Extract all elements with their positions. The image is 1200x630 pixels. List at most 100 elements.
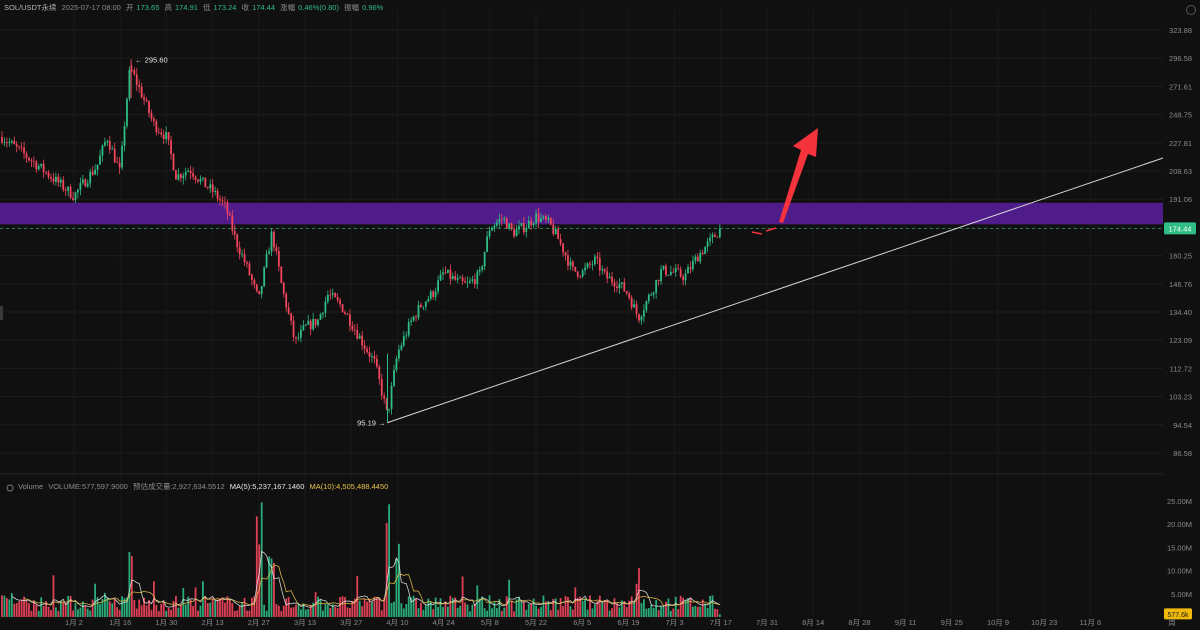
volume-bar [182, 588, 185, 617]
candle-body [214, 190, 217, 192]
candle-body [273, 231, 275, 248]
time-axis[interactable]: 1月 2 1月 16 1月 30 2月 13 2月 27 3月 13 3月 27 4月 10 4… [65, 618, 1176, 627]
ma5-value: MA(5):5,237,167.1460 [229, 482, 305, 491]
volume-bar [50, 610, 52, 617]
volume-title[interactable]: Volume [18, 482, 44, 491]
candle-body [101, 145, 104, 156]
volume-bar [432, 609, 435, 617]
candle-body [613, 282, 616, 287]
volume-bar [429, 601, 432, 617]
volume-bar [334, 606, 337, 617]
volume-bar [623, 601, 626, 617]
candle-body [493, 225, 496, 228]
volume-bar [427, 598, 430, 617]
volume-bar [236, 610, 239, 617]
volume-bar [91, 599, 94, 617]
volume-bar [522, 601, 525, 617]
candle-body [704, 246, 707, 255]
volume-bar [696, 606, 699, 617]
candle-body [309, 320, 312, 330]
candle-body [478, 269, 481, 272]
candle-body [312, 318, 315, 330]
volume-bar [297, 603, 300, 617]
candle-body [253, 279, 256, 285]
candle-body [297, 337, 300, 339]
price-tick-label: 227.81 [1169, 139, 1192, 148]
candle-body [128, 69, 131, 99]
candle-body [669, 271, 672, 275]
panel-collapse-handle[interactable] [0, 306, 3, 320]
volume-bar [363, 598, 366, 617]
volume-bar [488, 595, 491, 617]
candle-body [483, 251, 486, 267]
volume-bar [175, 596, 177, 617]
candle-body [179, 174, 182, 179]
volume-bar [356, 576, 359, 617]
candle-body [645, 301, 648, 311]
volume-bar [322, 610, 324, 617]
candle-body [562, 243, 564, 253]
volume-bar [358, 600, 361, 617]
price-tick-label: 123.09 [1169, 336, 1192, 345]
volume-bar [37, 610, 40, 617]
time-tick-label: 9月 11 [895, 618, 917, 627]
volume-bar [478, 598, 481, 617]
ma10-line [23, 564, 721, 607]
last-price-tag[interactable] [1164, 222, 1196, 235]
candle-body [576, 271, 579, 277]
candle-body [635, 304, 638, 315]
candle-body [211, 184, 214, 192]
candle-body [145, 99, 148, 102]
volume-bar [1, 595, 3, 617]
volume-bar [643, 599, 645, 617]
time-tick-label: 6月 19 [617, 618, 639, 627]
volume-bar [447, 606, 449, 617]
volume-bar [221, 597, 224, 617]
candle-body [410, 320, 413, 323]
candle-body [77, 189, 79, 193]
candle-body [378, 366, 381, 380]
volume-bar [260, 502, 263, 617]
volume-bar [219, 598, 221, 617]
candle-body [57, 176, 60, 183]
candle-body [522, 223, 525, 233]
volume-bar [520, 601, 523, 617]
candle-body [500, 219, 503, 221]
volume-moving-averages [11, 550, 721, 608]
candle-body [630, 297, 633, 308]
volume-bar [579, 596, 582, 617]
volume-bar [660, 606, 662, 617]
price-axis[interactable]: 323.88 296.58 271.61 248.75 227.81 208.63 191.… [1164, 26, 1196, 458]
candle-body [86, 183, 89, 187]
volume-bar [258, 544, 261, 617]
volume-bar [368, 598, 371, 617]
volume-bar [378, 599, 381, 617]
settings-icon[interactable] [1186, 5, 1196, 15]
volume-bar [150, 609, 153, 617]
trend-line[interactable] [387, 157, 1164, 424]
period-toggle[interactable]: 周 [1168, 618, 1176, 627]
volume-bar [706, 607, 709, 617]
volume-bar [74, 603, 77, 617]
volume-bar [692, 606, 694, 617]
candle-body [111, 148, 114, 150]
volume-bar [559, 598, 562, 617]
candle-body [456, 277, 459, 280]
candle-body [535, 213, 537, 224]
bell-icon[interactable] [6, 484, 14, 492]
candle-body [13, 140, 16, 145]
candle-body [518, 225, 520, 230]
candle-body [491, 227, 493, 231]
candle-body [263, 267, 266, 287]
close-value: 174.44 [252, 3, 276, 12]
volume-bar [417, 608, 420, 617]
volume-bar [689, 597, 692, 617]
symbol-name[interactable]: SOL/USDT永续 [4, 3, 57, 12]
candle-body [231, 215, 234, 231]
time-tick-label: 10月 9 [987, 618, 1009, 627]
candle-body [187, 170, 190, 172]
candle-body [667, 274, 670, 276]
volume-bar [67, 595, 70, 617]
volume-bar [167, 608, 170, 617]
